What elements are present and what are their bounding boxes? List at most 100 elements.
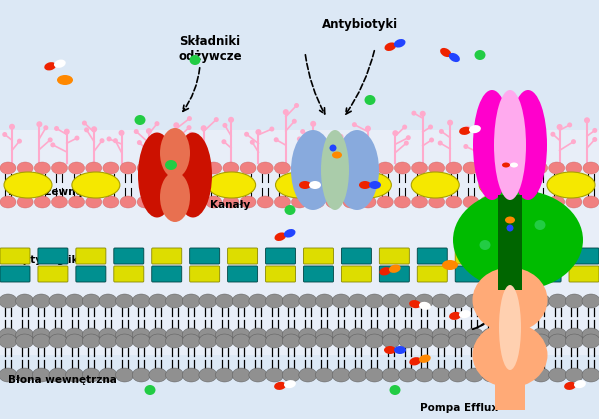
- Ellipse shape: [214, 117, 219, 122]
- Ellipse shape: [292, 162, 307, 174]
- Ellipse shape: [449, 53, 460, 62]
- Ellipse shape: [52, 162, 68, 174]
- Ellipse shape: [369, 181, 381, 189]
- Ellipse shape: [465, 334, 483, 348]
- Ellipse shape: [360, 196, 376, 208]
- Ellipse shape: [120, 196, 136, 208]
- Text: Błona zewnętrzna: Błona zewnętrzna: [8, 187, 113, 197]
- Ellipse shape: [173, 122, 179, 128]
- FancyBboxPatch shape: [493, 248, 523, 264]
- Ellipse shape: [354, 142, 359, 147]
- Ellipse shape: [531, 196, 547, 208]
- Ellipse shape: [549, 334, 567, 348]
- Ellipse shape: [582, 368, 599, 382]
- Ellipse shape: [48, 137, 53, 142]
- Ellipse shape: [592, 128, 597, 133]
- Ellipse shape: [549, 294, 567, 308]
- Ellipse shape: [440, 48, 451, 57]
- Ellipse shape: [497, 196, 513, 208]
- Ellipse shape: [382, 294, 400, 308]
- FancyBboxPatch shape: [0, 266, 30, 282]
- Ellipse shape: [499, 285, 521, 370]
- Ellipse shape: [556, 124, 562, 130]
- Ellipse shape: [499, 368, 517, 382]
- Ellipse shape: [442, 260, 458, 270]
- Ellipse shape: [332, 368, 350, 382]
- Ellipse shape: [274, 162, 291, 174]
- Ellipse shape: [132, 334, 150, 348]
- Ellipse shape: [565, 328, 583, 342]
- Ellipse shape: [16, 294, 34, 308]
- FancyBboxPatch shape: [38, 248, 68, 264]
- Ellipse shape: [82, 121, 87, 126]
- FancyBboxPatch shape: [76, 248, 106, 264]
- Ellipse shape: [332, 152, 342, 158]
- Ellipse shape: [270, 127, 274, 132]
- Ellipse shape: [0, 294, 17, 308]
- FancyBboxPatch shape: [379, 266, 409, 282]
- Ellipse shape: [57, 75, 73, 85]
- Ellipse shape: [316, 334, 334, 348]
- Ellipse shape: [63, 129, 69, 134]
- Ellipse shape: [244, 132, 249, 137]
- Ellipse shape: [343, 172, 391, 198]
- Ellipse shape: [37, 121, 43, 127]
- Ellipse shape: [0, 368, 17, 382]
- Ellipse shape: [216, 328, 234, 342]
- Ellipse shape: [332, 328, 350, 342]
- Ellipse shape: [292, 119, 297, 124]
- Ellipse shape: [349, 334, 367, 348]
- Ellipse shape: [189, 196, 205, 208]
- Ellipse shape: [116, 368, 134, 382]
- Ellipse shape: [515, 328, 533, 342]
- Ellipse shape: [464, 144, 468, 149]
- Ellipse shape: [17, 196, 33, 208]
- FancyBboxPatch shape: [341, 248, 371, 264]
- Ellipse shape: [86, 196, 102, 208]
- Ellipse shape: [120, 162, 136, 174]
- Ellipse shape: [399, 368, 417, 382]
- Ellipse shape: [419, 302, 431, 310]
- Ellipse shape: [507, 225, 513, 232]
- Ellipse shape: [549, 328, 567, 342]
- Ellipse shape: [469, 125, 481, 133]
- Ellipse shape: [592, 137, 597, 142]
- Ellipse shape: [379, 267, 391, 275]
- Ellipse shape: [482, 334, 500, 348]
- Ellipse shape: [250, 140, 255, 145]
- Ellipse shape: [412, 162, 428, 174]
- Ellipse shape: [82, 294, 100, 308]
- Ellipse shape: [99, 294, 117, 308]
- Ellipse shape: [382, 334, 400, 348]
- Ellipse shape: [349, 294, 367, 308]
- Ellipse shape: [565, 294, 583, 308]
- Ellipse shape: [513, 133, 518, 138]
- Ellipse shape: [549, 196, 565, 208]
- Ellipse shape: [482, 328, 500, 342]
- Ellipse shape: [299, 181, 311, 189]
- Ellipse shape: [399, 294, 417, 308]
- Ellipse shape: [394, 39, 406, 48]
- Ellipse shape: [165, 334, 183, 348]
- Ellipse shape: [0, 328, 17, 342]
- Ellipse shape: [297, 137, 302, 142]
- Ellipse shape: [534, 220, 546, 230]
- Ellipse shape: [360, 162, 376, 174]
- Ellipse shape: [473, 323, 547, 388]
- Ellipse shape: [232, 334, 250, 348]
- Ellipse shape: [365, 126, 371, 132]
- FancyBboxPatch shape: [228, 266, 258, 282]
- FancyBboxPatch shape: [304, 248, 334, 264]
- Ellipse shape: [171, 196, 187, 208]
- Ellipse shape: [282, 334, 300, 348]
- Ellipse shape: [349, 368, 367, 382]
- Ellipse shape: [232, 368, 250, 382]
- Ellipse shape: [16, 368, 34, 382]
- Ellipse shape: [412, 172, 459, 198]
- Ellipse shape: [453, 190, 583, 290]
- Ellipse shape: [240, 196, 256, 208]
- Ellipse shape: [335, 130, 379, 210]
- Ellipse shape: [155, 196, 170, 208]
- Ellipse shape: [43, 125, 49, 130]
- Ellipse shape: [49, 368, 67, 382]
